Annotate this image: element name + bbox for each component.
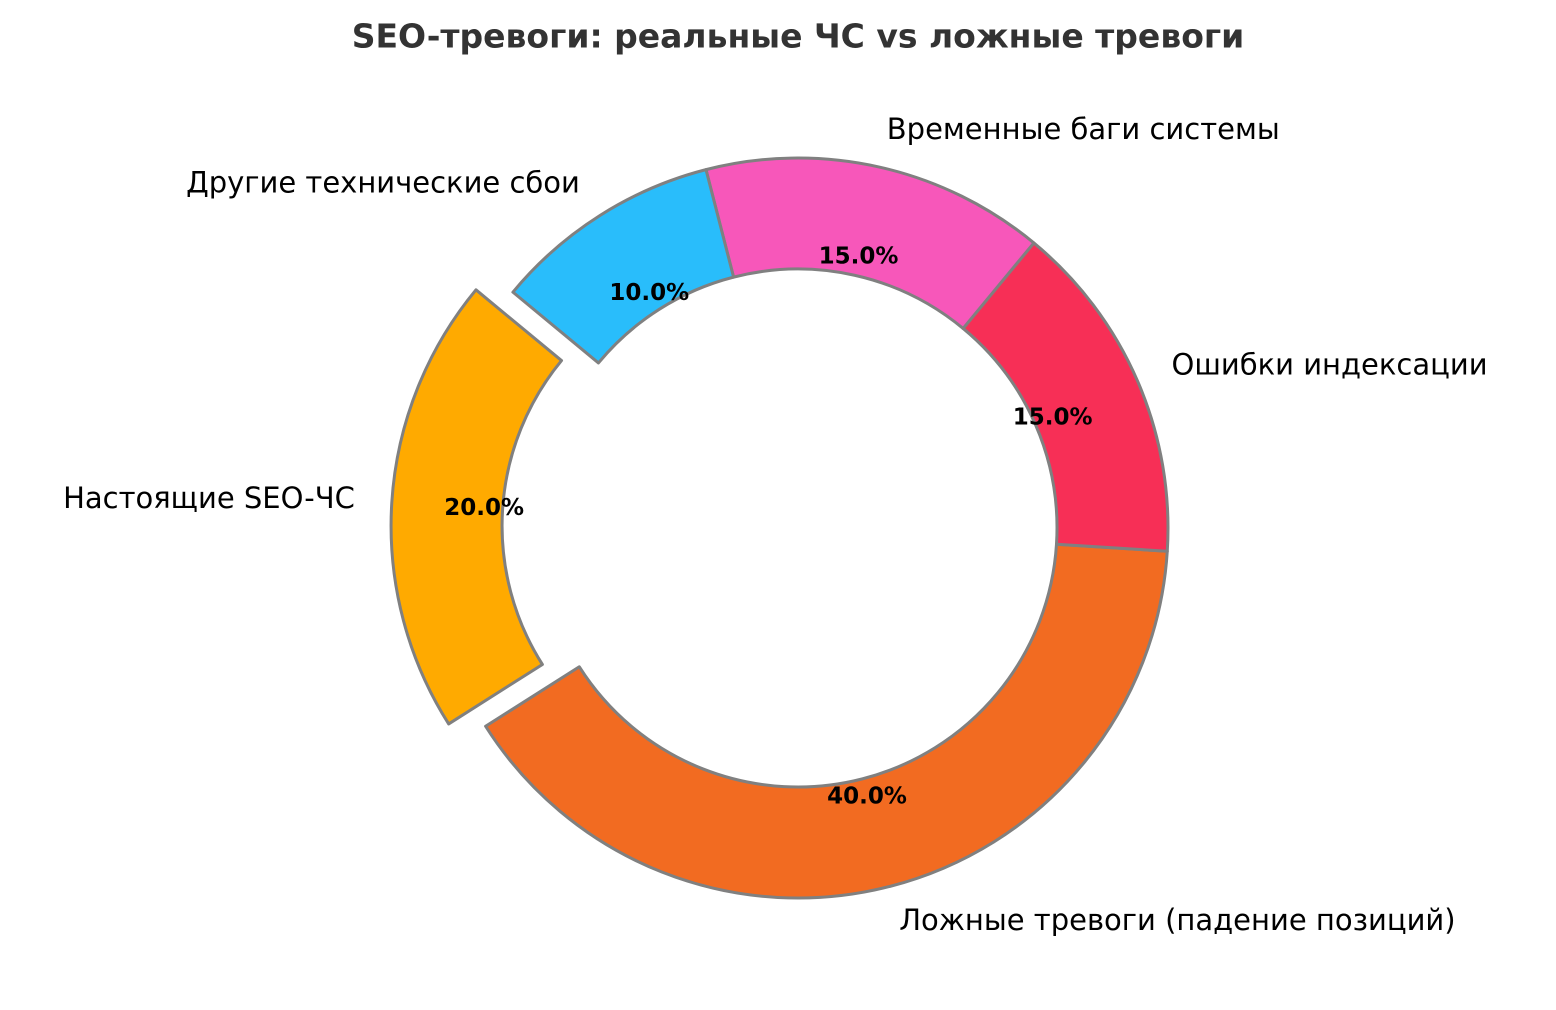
value-label: 20.0% xyxy=(444,495,524,521)
slice-label: Ложные тревоги (падение позиций) xyxy=(899,903,1455,937)
slice-label: Временные баги системы xyxy=(887,112,1280,146)
donut-slice xyxy=(389,288,564,726)
value-label: 10.0% xyxy=(609,280,689,306)
value-label: 15.0% xyxy=(1013,404,1093,430)
slice-label: Ошибки индексации xyxy=(1172,347,1488,381)
donut-slice xyxy=(484,542,1169,900)
donut-slice xyxy=(511,168,736,365)
value-label: 15.0% xyxy=(819,244,899,270)
chart-title: SEO-тревоги: реальные ЧС vs ложные трево… xyxy=(352,17,1244,56)
slice-label: Другие технические сбои xyxy=(186,165,580,199)
slice-label: Настоящие SEO-ЧС xyxy=(63,481,355,515)
value-label: 40.0% xyxy=(827,783,907,809)
